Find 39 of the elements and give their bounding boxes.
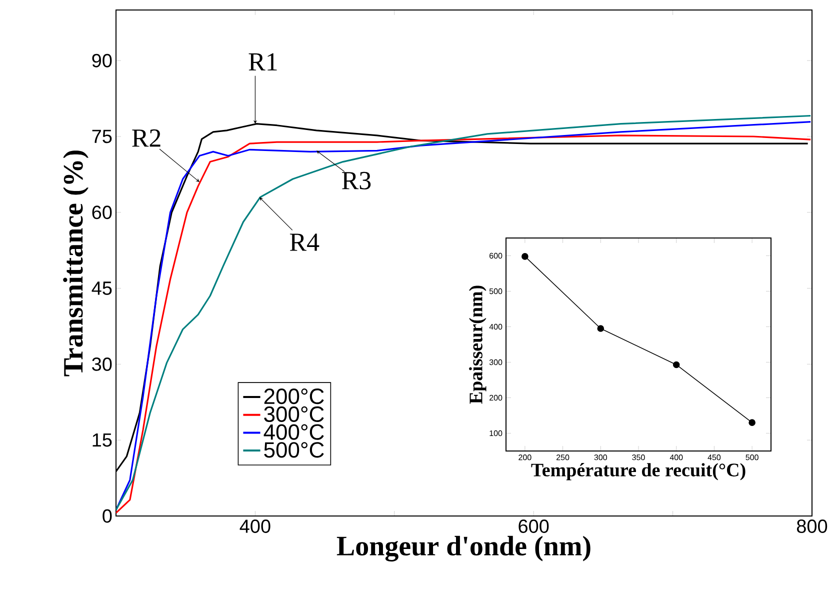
- point: [522, 253, 528, 260]
- x-tick-label: 250: [556, 454, 570, 460]
- legend-label: 200°C: [264, 388, 324, 404]
- x-axis-title: Longeur d'onde (nm): [336, 536, 590, 562]
- y-tick-label: 400: [489, 324, 502, 330]
- y-tick-label: 500: [489, 288, 502, 294]
- y-tick-label: 30: [92, 357, 112, 371]
- point: [748, 419, 756, 426]
- annotation: R4: [290, 234, 320, 251]
- x-tick-label: 450: [708, 454, 721, 460]
- y-tick-label: 90: [92, 54, 112, 68]
- x-tick-label: 350: [632, 454, 645, 460]
- annotation: R2: [132, 129, 160, 147]
- legend-label: 400°C: [264, 424, 324, 440]
- y-tick-label: 15: [92, 433, 112, 447]
- y-tick-label: 100: [490, 430, 502, 436]
- y-axis-title: Epaisseur(nm): [469, 286, 486, 404]
- y-tick-label: 60: [92, 206, 112, 220]
- x-tick-label: 400: [240, 520, 270, 533]
- x-axis-title: Température de recuit(°C): [531, 463, 746, 480]
- y-tick-label: 200: [490, 394, 502, 401]
- y-tick-label: 0: [102, 509, 112, 523]
- x-tick-label: 200: [518, 454, 532, 460]
- y-tick-label: 75: [92, 130, 112, 144]
- legend-label: 500°C: [264, 442, 324, 458]
- x-tick-label: 300: [594, 454, 608, 460]
- point: [672, 361, 680, 368]
- y-axis-title: Transmittance (%): [63, 150, 88, 376]
- legend-label: 300°C: [264, 406, 324, 422]
- x-tick-label: 400: [670, 454, 683, 460]
- x-tick-label: 500: [746, 454, 758, 460]
- annotation: R3: [342, 172, 371, 190]
- x-tick-label: 800: [796, 520, 828, 533]
- y-tick-label: 45: [92, 282, 112, 295]
- annotation: R1: [248, 53, 277, 70]
- y-tick-label: 300: [489, 359, 502, 366]
- y-tick-label: 600: [490, 252, 502, 259]
- point: [597, 325, 604, 332]
- x-tick-label: 600: [518, 520, 549, 533]
